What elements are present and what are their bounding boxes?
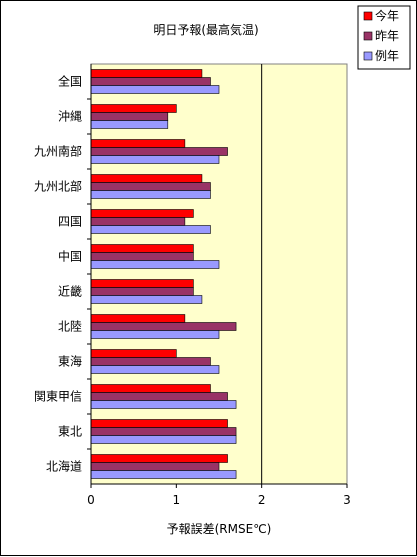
bar-normal xyxy=(90,260,220,269)
bar-last-year xyxy=(90,462,220,471)
chart-title: 明日予報(最高気温) xyxy=(153,22,258,37)
legend-label: 昨年 xyxy=(375,29,399,43)
bar-last-year xyxy=(90,287,194,296)
x-tick-label: 0 xyxy=(87,493,95,507)
bar-this-year xyxy=(90,209,194,218)
bar-last-year xyxy=(90,322,237,331)
bar-last-year xyxy=(90,357,211,366)
bar-last-year xyxy=(90,217,186,226)
bars xyxy=(90,69,237,479)
y-category-label: 東海 xyxy=(58,354,82,369)
legend-swatch xyxy=(363,31,373,41)
bar-normal xyxy=(90,225,211,234)
legend-label: 例年 xyxy=(375,49,399,63)
bar-this-year xyxy=(90,279,194,288)
bar-this-year xyxy=(90,384,211,393)
y-category-label: 北陸 xyxy=(58,320,82,334)
x-axis: 0 1 2 3 xyxy=(87,483,351,507)
y-category-label: 中国 xyxy=(58,249,82,264)
bar-normal xyxy=(90,295,203,304)
bar-normal xyxy=(90,120,169,129)
bar-last-year xyxy=(90,182,211,191)
bar-last-year xyxy=(90,392,228,401)
legend-label: 今年 xyxy=(375,8,399,23)
x-tick-label: 3 xyxy=(343,493,351,507)
bar-normal xyxy=(90,365,220,374)
x-axis-label: 予報誤差(RMSE℃) xyxy=(167,521,272,536)
bar-normal xyxy=(90,155,220,164)
y-category-label: 四国 xyxy=(58,215,82,229)
bar-last-year xyxy=(90,252,194,261)
x-tick-label: 2 xyxy=(258,493,266,507)
bar-this-year xyxy=(90,349,177,358)
bar-this-year xyxy=(90,174,203,183)
plot-area xyxy=(90,63,348,485)
bar-normal xyxy=(90,400,237,409)
bar-last-year xyxy=(90,112,169,121)
bar-this-year xyxy=(90,69,203,78)
y-category-label: 沖縄 xyxy=(58,109,82,124)
bar-normal xyxy=(90,85,220,94)
bar-this-year xyxy=(90,139,186,148)
bar-normal xyxy=(90,190,211,199)
bar-last-year xyxy=(90,77,211,86)
y-category-label: 北海道 xyxy=(46,459,82,474)
bar-last-year xyxy=(90,147,228,156)
bar-normal xyxy=(90,330,220,339)
bar-this-year xyxy=(90,314,186,323)
bar-normal xyxy=(90,435,237,444)
x-tick-label: 1 xyxy=(173,493,181,507)
legend-swatch xyxy=(363,51,373,61)
y-category-label: 近畿 xyxy=(58,285,82,299)
y-category-label: 関東甲信 xyxy=(34,390,82,404)
legend-swatch xyxy=(363,11,373,21)
bar-this-year xyxy=(90,419,228,428)
bar-this-year xyxy=(90,244,194,253)
bar-this-year xyxy=(90,454,228,463)
y-category-label: 九州北部 xyxy=(34,179,82,194)
y-category-label: 九州南部 xyxy=(34,144,82,159)
bar-last-year xyxy=(90,427,237,436)
y-category-label: 東北 xyxy=(58,425,82,439)
bar-normal xyxy=(90,470,237,479)
bar-this-year xyxy=(90,104,177,113)
y-category-label: 全国 xyxy=(58,74,82,89)
